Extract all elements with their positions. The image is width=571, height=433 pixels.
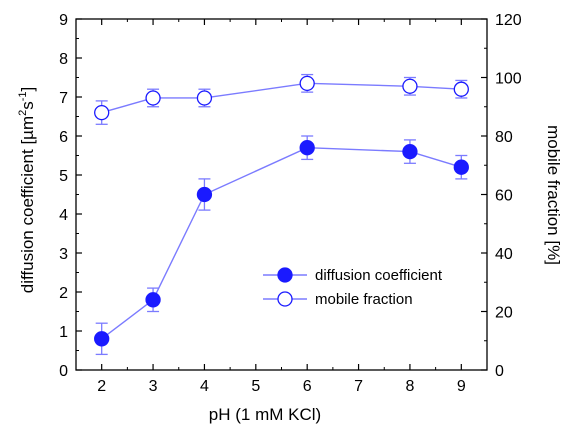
- right-y-tick-label: 20: [495, 305, 513, 322]
- axes: 2 3 4 5 6 7 8 9 0 1 2 3 4 5 6 7 8 9 0 20 40 60 80 100 120: [59, 12, 522, 395]
- x-tick-label: 2: [97, 378, 106, 395]
- legend-marker: [277, 267, 293, 283]
- left-y-tick-label: 9: [59, 12, 68, 29]
- right-y-tick-label: 40: [495, 246, 513, 263]
- plot-frame: [75, 18, 488, 371]
- x-tick-label: 9: [457, 378, 466, 395]
- data-point: [145, 292, 161, 308]
- data-point: [145, 90, 161, 106]
- x-tick-label: 4: [200, 378, 209, 395]
- x-tick-label: 3: [149, 378, 158, 395]
- left-y-tick-label: 8: [59, 51, 68, 68]
- legend: diffusion coefficient mobile fraction: [263, 267, 443, 308]
- left-y-tick-label: 1: [59, 324, 68, 341]
- x-tick-label: 7: [354, 378, 363, 395]
- x-tick-label: 6: [303, 378, 312, 395]
- left-y-tick-label: 6: [59, 129, 68, 146]
- data-point: [402, 78, 418, 94]
- data-point: [196, 186, 213, 203]
- data-point: [196, 90, 213, 106]
- series-line-1: [101, 82, 462, 114]
- data-point: [299, 75, 315, 91]
- x-tick-label: 8: [405, 378, 414, 395]
- right-y-tick-label: 120: [495, 12, 522, 29]
- left-y-tick-label: 3: [59, 246, 68, 263]
- legend-marker: [277, 291, 293, 307]
- left-y-tick-label: 2: [59, 285, 68, 302]
- legend-label: diffusion coefficient: [315, 267, 443, 284]
- x-axis-title: pH (1 mM KCl): [209, 405, 321, 424]
- x-tick-label: 5: [251, 378, 260, 395]
- right-y-tick-label: 0: [495, 363, 504, 380]
- data-point: [453, 159, 469, 175]
- data-point: [299, 140, 315, 156]
- legend-label: mobile fraction: [315, 291, 413, 308]
- left-y-axis-title: diffusion coefficient [µm2s-1]: [17, 87, 37, 294]
- data-point: [94, 104, 110, 121]
- left-y-tick-label: 0: [59, 363, 68, 380]
- left-y-tick-label: 5: [59, 168, 68, 185]
- right-y-tick-label: 100: [495, 71, 522, 88]
- right-y-tick-label: 80: [495, 129, 513, 146]
- plot-area: [94, 73, 469, 356]
- left-y-tick-label: 7: [59, 90, 68, 107]
- right-y-axis-title: mobile fraction [%]: [544, 125, 563, 265]
- data-point: [402, 143, 418, 160]
- series-line-0: [101, 146, 462, 340]
- data-point: [453, 81, 469, 97]
- data-point: [94, 331, 110, 347]
- left-y-tick-label: 4: [59, 207, 68, 224]
- right-y-tick-label: 60: [495, 188, 513, 205]
